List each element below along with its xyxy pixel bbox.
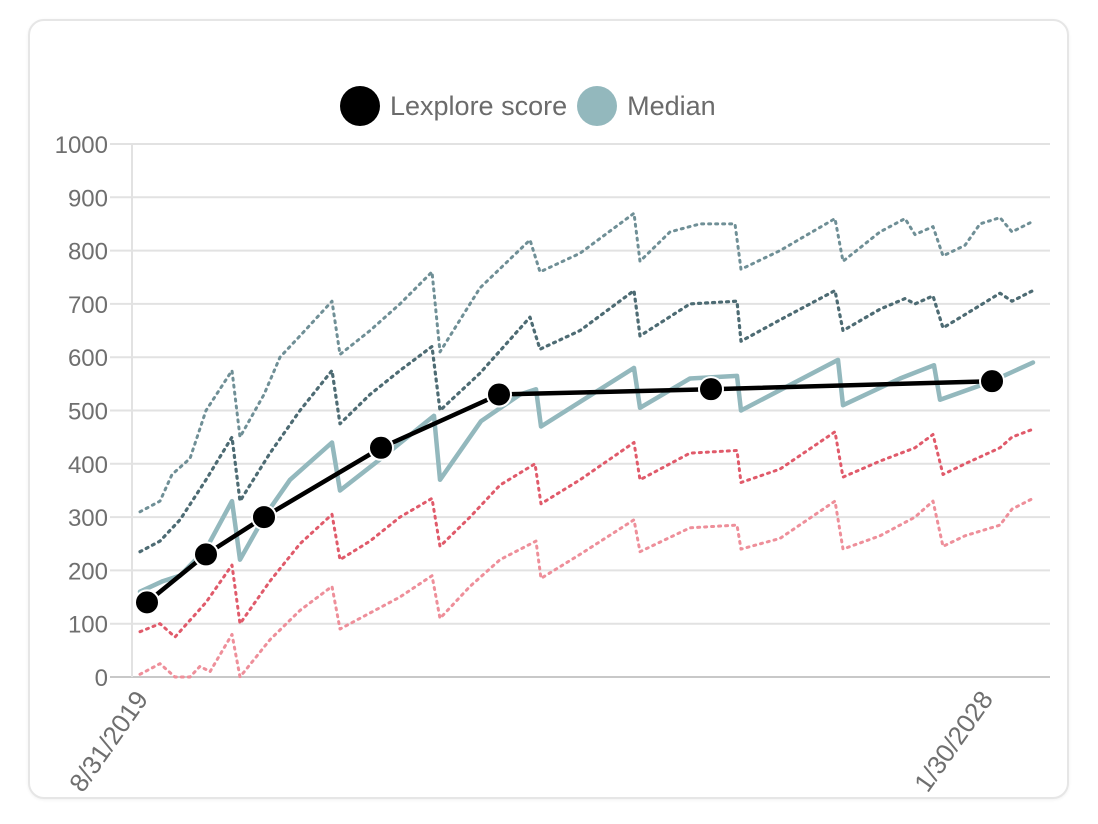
x-axis: 8/31/2019 1/30/2028 [63,685,999,797]
lexplore-score-line [144,378,995,605]
median-marker-icon [577,86,618,126]
lexplore-data-point[interactable] [698,376,724,403]
y-tick-label: 300 [68,505,108,532]
x-tick-label: 1/30/2028 [908,685,999,797]
90th-percentile-line [138,211,1035,514]
lexplore-data-point[interactable] [979,368,1005,395]
lexplore-marker-icon [340,86,380,126]
grid-lines [110,143,1050,678]
y-tick-label: 900 [68,185,108,212]
lexplore-data-point[interactable] [368,434,394,461]
y-axis: 0 100 200 300 400 500 600 700 800 900 1000 [55,132,133,692]
series-lines [134,211,1036,679]
legend-label-median: Median [627,90,716,121]
legend-item-median[interactable]: Median [577,86,716,126]
y-tick-label: 700 [68,292,108,319]
lexplore-data-point[interactable] [134,589,160,616]
y-tick-label: 0 [95,665,108,692]
lexplore-data-point[interactable] [193,541,219,568]
y-tick-label: 600 [68,345,108,372]
y-tick-label: 400 [68,452,108,479]
10th-percentile-line [138,496,1035,679]
y-tick-label: 800 [68,239,108,266]
chart-legend: Lexplore score Median [340,86,716,126]
x-tick-label: 8/31/2019 [63,685,154,797]
y-tick-label: 500 [68,399,108,426]
25th-percentile-line [138,427,1035,639]
y-tick-label: 100 [68,612,108,639]
legend-item-lexplore[interactable]: Lexplore score [340,86,567,126]
legend-label-lexplore: Lexplore score [390,90,568,121]
75th-percentile-line [138,289,1035,554]
chart-card [28,19,1069,799]
y-tick-label: 200 [68,558,108,585]
y-tick-label: 1000 [55,132,108,159]
lexplore-data-point[interactable] [251,504,277,531]
lexplore-data-point[interactable] [486,381,512,408]
